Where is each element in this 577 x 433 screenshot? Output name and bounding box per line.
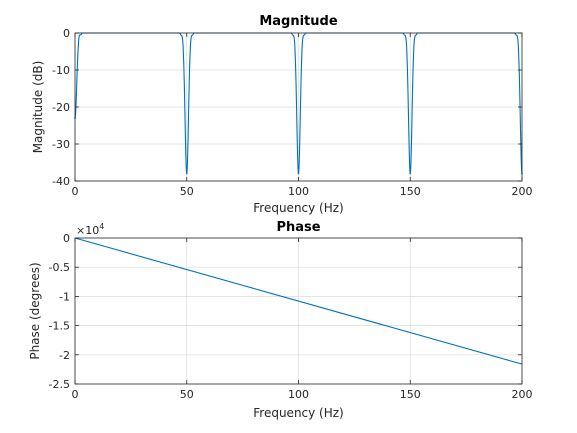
magnitude-ylabel: Magnitude (dB) <box>31 61 45 154</box>
phase-xtick-label: 0 <box>72 388 79 401</box>
phase-ytick-label: -1 <box>59 290 70 303</box>
magnitude-ticks: 0 50 100 150 200 0 -10 -20 -30 -40 <box>52 27 532 198</box>
phase-xtick-label: 100 <box>288 388 309 401</box>
magnitude-notch-point <box>409 172 412 175</box>
phase-xtick-label: 200 <box>512 388 533 401</box>
magnitude-xlabel: Frequency (Hz) <box>253 201 344 215</box>
phase-title: Phase <box>276 220 320 235</box>
magnitude-xtick-label: 0 <box>72 185 79 198</box>
phase-ytick-label: -0.5 <box>49 261 70 274</box>
magnitude-ytick-label: 0 <box>63 27 70 40</box>
magnitude-ytick-label: -40 <box>52 175 70 188</box>
phase-ytick-label: -2.5 <box>49 378 70 391</box>
magnitude-title: Magnitude <box>259 14 338 29</box>
magnitude-ytick-label: -30 <box>52 138 70 151</box>
phase-ytick-label: 0 <box>63 232 70 245</box>
magnitude-xtick-label: 100 <box>288 185 309 198</box>
phase-xlabel: Frequency (Hz) <box>253 406 344 420</box>
phase-ytick-label: -1.5 <box>49 320 70 333</box>
phase-ticks: 0 50 100 150 200 0 -0.5 -1 -1.5 -2 -2.5 <box>49 232 533 401</box>
magnitude-xtick-label: 150 <box>400 185 421 198</box>
phase-subplot: 0 50 100 150 200 0 -0.5 -1 -1.5 -2 -2.5 Phase Freq… <box>28 220 533 420</box>
phase-ytick-label: -2 <box>59 349 70 362</box>
phase-ylabel: Phase (degrees) <box>28 262 42 359</box>
magnitude-subplot: 0 50 100 150 200 0 -10 -20 -30 -40 Magnitude Freq… <box>31 14 533 215</box>
magnitude-xtick-label: 200 <box>512 185 533 198</box>
phase-y-multiplier: ×104 <box>76 222 104 237</box>
magnitude-notch-point <box>297 172 300 175</box>
magnitude-xtick-label: 50 <box>180 185 194 198</box>
phase-xtick-label: 150 <box>400 388 421 401</box>
magnitude-notch-point <box>185 172 188 175</box>
phase-xtick-label: 50 <box>180 388 194 401</box>
magnitude-ytick-label: -10 <box>52 64 70 77</box>
magnitude-ytick-label: -20 <box>52 101 70 114</box>
phase-line <box>74 237 523 365</box>
phase-series <box>74 237 523 365</box>
